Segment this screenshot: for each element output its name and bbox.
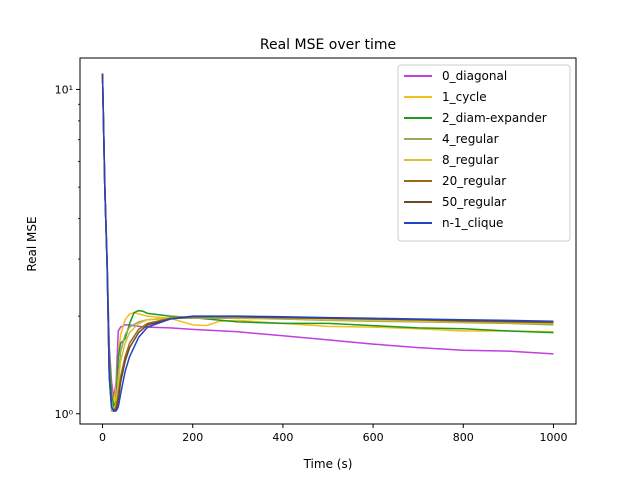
- x-tick-label: 400: [272, 431, 293, 444]
- legend-label-2_diam-expander: 2_diam-expander: [442, 111, 547, 125]
- legend-label-8_regular: 8_regular: [442, 153, 499, 167]
- axis-ticks: 0 200 400 600 800 1000 10⁰ 10¹: [55, 83, 568, 444]
- series-line-n-1_clique: [101, 73, 554, 412]
- series-line-2_diam-expander: [101, 73, 554, 408]
- legend-label-1_cycle: 1_cycle: [442, 90, 487, 104]
- legend: 0_diagonal 1_cycle 2_diam-expander 4_regula…: [397, 64, 571, 242]
- y-tick-label: 10⁰: [55, 408, 74, 421]
- x-tick-label: 1000: [539, 431, 567, 444]
- x-tick-label: 200: [182, 431, 203, 444]
- y-tick-label: 10¹: [55, 83, 73, 96]
- x-tick-label: 600: [363, 431, 384, 444]
- x-tick-label: 800: [453, 431, 474, 444]
- x-tick-label: 0: [99, 431, 106, 444]
- y-axis-label: Real MSE: [25, 216, 39, 271]
- chart-title: Real MSE over time: [260, 37, 396, 53]
- legend-label-20_regular: 20_regular: [442, 174, 506, 188]
- series-layer: [101, 73, 554, 412]
- plot-area: [79, 57, 577, 425]
- legend-box: [397, 64, 571, 242]
- x-axis-label: Time (s): [303, 457, 353, 471]
- legend-label-n-1_clique: n-1_clique: [442, 216, 503, 230]
- legend-label-0_diagonal: 0_diagonal: [442, 69, 507, 83]
- legend-label-4_regular: 4_regular: [442, 132, 499, 146]
- legend-label-50_regular: 50_regular: [442, 195, 506, 209]
